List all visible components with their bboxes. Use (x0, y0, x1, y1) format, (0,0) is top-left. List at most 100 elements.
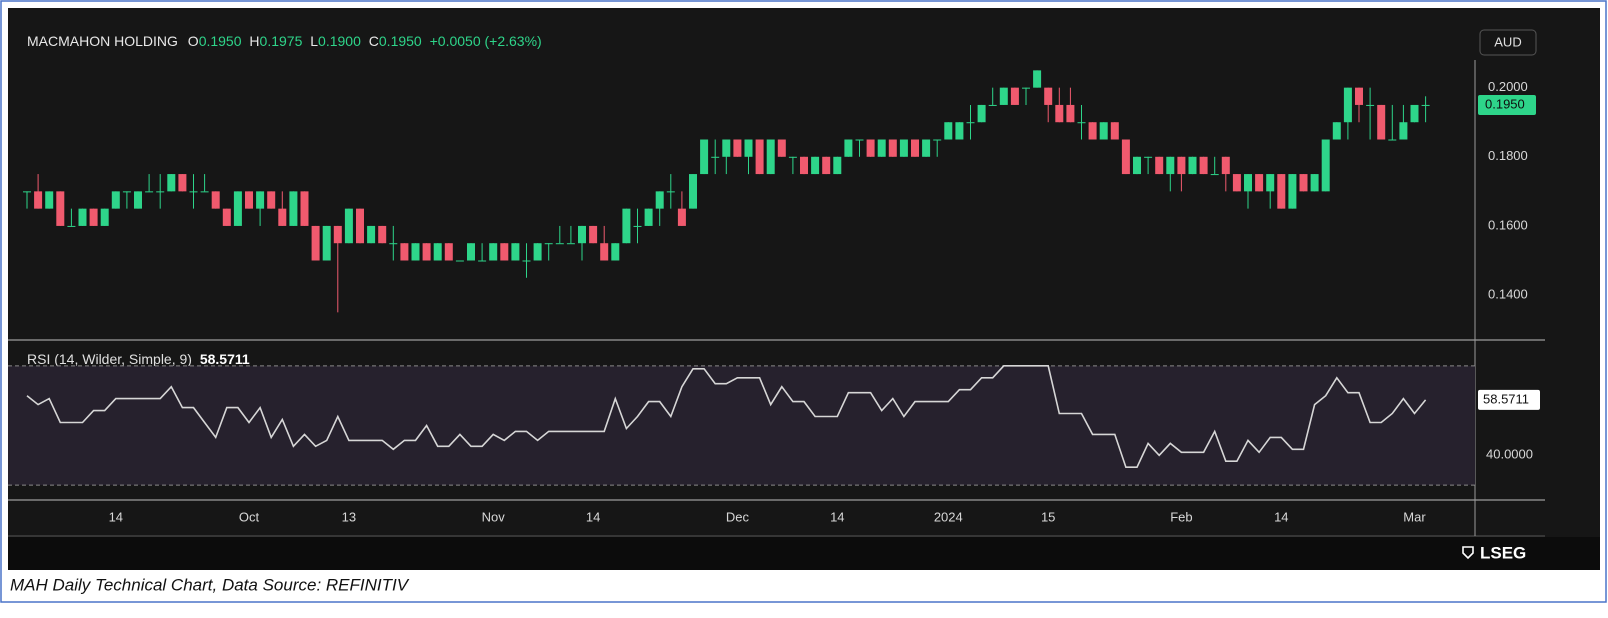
candle-body (655, 191, 664, 209)
rsi-label: RSI (14, Wilder, Simple, 9) (27, 351, 192, 367)
candle-body (578, 225, 586, 244)
candle-body (1055, 104, 1064, 123)
candle-body (300, 191, 309, 226)
candle-body (378, 225, 387, 244)
candle-body (944, 122, 953, 140)
candle-body (67, 225, 76, 227)
candle-body (1399, 122, 1408, 140)
candle-body (788, 156, 797, 158)
instrument-name: MACMAHON HOLDING (27, 33, 178, 49)
candle-body (911, 139, 919, 157)
x-tick-label: Dec (726, 509, 750, 524)
rsi-line (26, 365, 1427, 468)
candle-body (622, 208, 631, 244)
candle-body (1388, 139, 1397, 141)
candle-body (100, 208, 109, 226)
candle-body (677, 208, 686, 226)
candle-body (800, 156, 808, 175)
candle-body (1010, 87, 1019, 105)
candle-body (777, 139, 786, 157)
header-value: 0.1950 (199, 33, 242, 49)
x-tick-label: Oct (239, 509, 260, 524)
candle-body (1066, 104, 1075, 123)
candle-body (433, 243, 442, 261)
candle-body (555, 243, 564, 245)
candle-body (999, 87, 1008, 105)
candle-body (866, 139, 875, 157)
candle-body (189, 191, 198, 193)
y-tick-label: 0.1800 (1488, 148, 1528, 163)
candle-body (367, 225, 376, 244)
x-tick-label: 15 (1041, 509, 1055, 524)
candle-body (478, 260, 487, 262)
candle-body (1244, 174, 1252, 192)
candle-body (811, 156, 820, 175)
candle-body (222, 208, 231, 226)
currency-button[interactable] (1479, 29, 1537, 56)
candle-body (1366, 104, 1375, 106)
candle-body (1133, 156, 1141, 175)
candle-body (156, 191, 165, 193)
rsi-tick-label: 40.0000 (1486, 447, 1533, 462)
footer-strip (8, 537, 1600, 570)
candle-body (45, 191, 54, 209)
header-label: L (310, 33, 318, 49)
candle-body (922, 139, 931, 157)
candle-body (1022, 87, 1030, 89)
logo-text: LSEG (1480, 543, 1526, 562)
rsi-value-label: 58.5711 (1483, 391, 1529, 406)
header-value: 0.1975 (260, 33, 303, 49)
candle-body (1410, 104, 1419, 123)
candle-body (522, 260, 531, 262)
candle-body (1377, 104, 1386, 140)
candle-body (1088, 122, 1097, 140)
header-label: H (249, 33, 259, 49)
candle-body (733, 139, 742, 157)
currency-label[interactable]: AUD (1494, 34, 1521, 49)
candle-body (589, 225, 598, 244)
candle-body (877, 139, 886, 157)
candle-body (1110, 122, 1119, 140)
candle-body (1321, 139, 1330, 192)
candle-body (966, 122, 975, 124)
candle-body (1177, 156, 1186, 175)
candle-body (467, 243, 475, 261)
candle-body (533, 243, 542, 261)
candle-body (356, 208, 364, 244)
x-tick-label: 14 (109, 509, 123, 524)
candle-body (844, 139, 853, 157)
candle-body (955, 122, 964, 140)
candle-body (600, 243, 609, 261)
candle-body (611, 243, 620, 261)
candle-body (1210, 174, 1219, 176)
header-label: C (369, 33, 379, 49)
candle-body (899, 139, 908, 157)
candle-body (888, 139, 897, 157)
candle-body (1144, 156, 1153, 158)
candle-body (23, 191, 31, 193)
candle-body (1299, 174, 1308, 192)
candle-body (1232, 174, 1241, 192)
candle-body (644, 208, 653, 226)
candle-body (233, 191, 242, 226)
candle-body (400, 243, 409, 261)
x-tick-label: 2024 (934, 509, 963, 524)
candle-body (245, 191, 253, 209)
lseg-logo: LSEG (1462, 543, 1526, 562)
candle-body (1077, 122, 1086, 124)
candle-body (134, 191, 142, 209)
candle-body (1155, 156, 1164, 175)
candle-body (178, 174, 187, 192)
candle-body (633, 225, 642, 227)
header-label: O (188, 33, 199, 49)
candle-body (1044, 87, 1053, 105)
candle-body (422, 243, 431, 261)
candle-body (1033, 70, 1042, 88)
candle-body (1332, 122, 1341, 140)
rsi-legend: RSI (14, Wilder, Simple, 9) 58.5711 (27, 351, 250, 367)
logo-icon (1462, 546, 1474, 560)
candle-body (455, 260, 464, 262)
candle-body (988, 104, 997, 106)
candle-body (1188, 156, 1197, 175)
caption: MAH Daily Technical Chart, Data Source: … (10, 575, 410, 594)
